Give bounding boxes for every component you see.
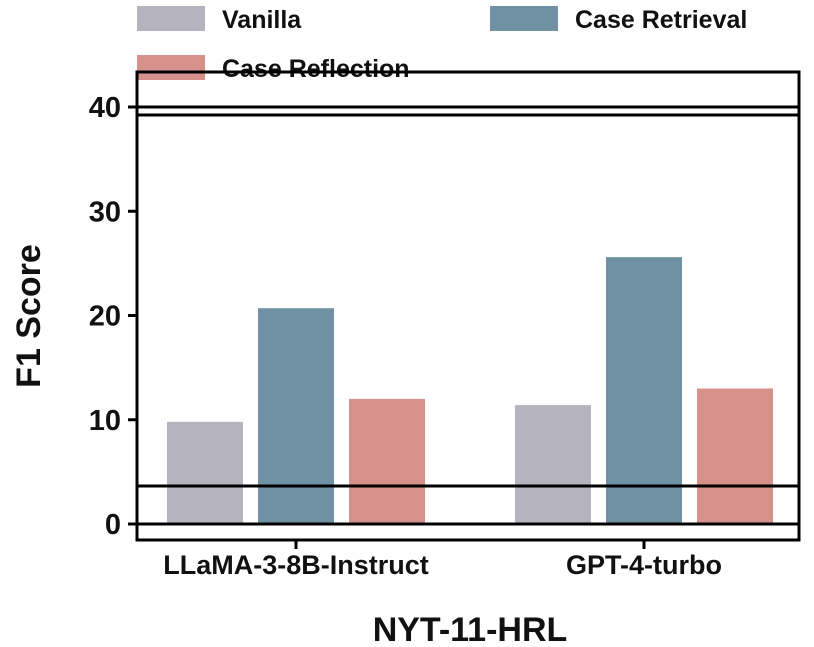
legend: Vanilla Case Retrieval Case Reflection	[137, 6, 747, 83]
legend-label: Case Reflection	[222, 55, 410, 83]
x-tick-label: LLaMA-3-8B-Instruct	[163, 550, 429, 580]
legend-swatch	[137, 55, 205, 80]
bar-case-reflection-0	[349, 398, 425, 524]
highlight-box-top	[135, 70, 801, 117]
y-tick-label: 40	[89, 92, 121, 124]
y-axis-title: F1 Score	[10, 244, 48, 388]
x-axis: LLaMA-3-8B-Instruct GPT-4-turbo	[163, 540, 722, 580]
legend-swatch	[137, 6, 205, 31]
y-tick-label: 10	[89, 405, 121, 437]
x-tick-label: GPT-4-turbo	[566, 550, 722, 580]
y-tick-label: 30	[89, 196, 121, 228]
bar-vanilla-1	[515, 405, 591, 524]
y-tick-label: 0	[105, 509, 121, 541]
bars	[167, 257, 773, 524]
bar-vanilla-0	[167, 421, 243, 524]
y-axis: 0 10 20 30 40	[89, 92, 137, 541]
legend-label: Case Retrieval	[575, 6, 747, 34]
legend-label: Vanilla	[222, 6, 302, 34]
x-axis-title: NYT-11-HRL	[373, 611, 568, 647]
bar-case-retrieval-1	[606, 257, 682, 524]
legend-swatch	[490, 6, 558, 31]
y-tick-label: 20	[89, 301, 121, 333]
bar-case-retrieval-0	[258, 308, 334, 524]
bar-case-reflection-1	[697, 388, 773, 524]
